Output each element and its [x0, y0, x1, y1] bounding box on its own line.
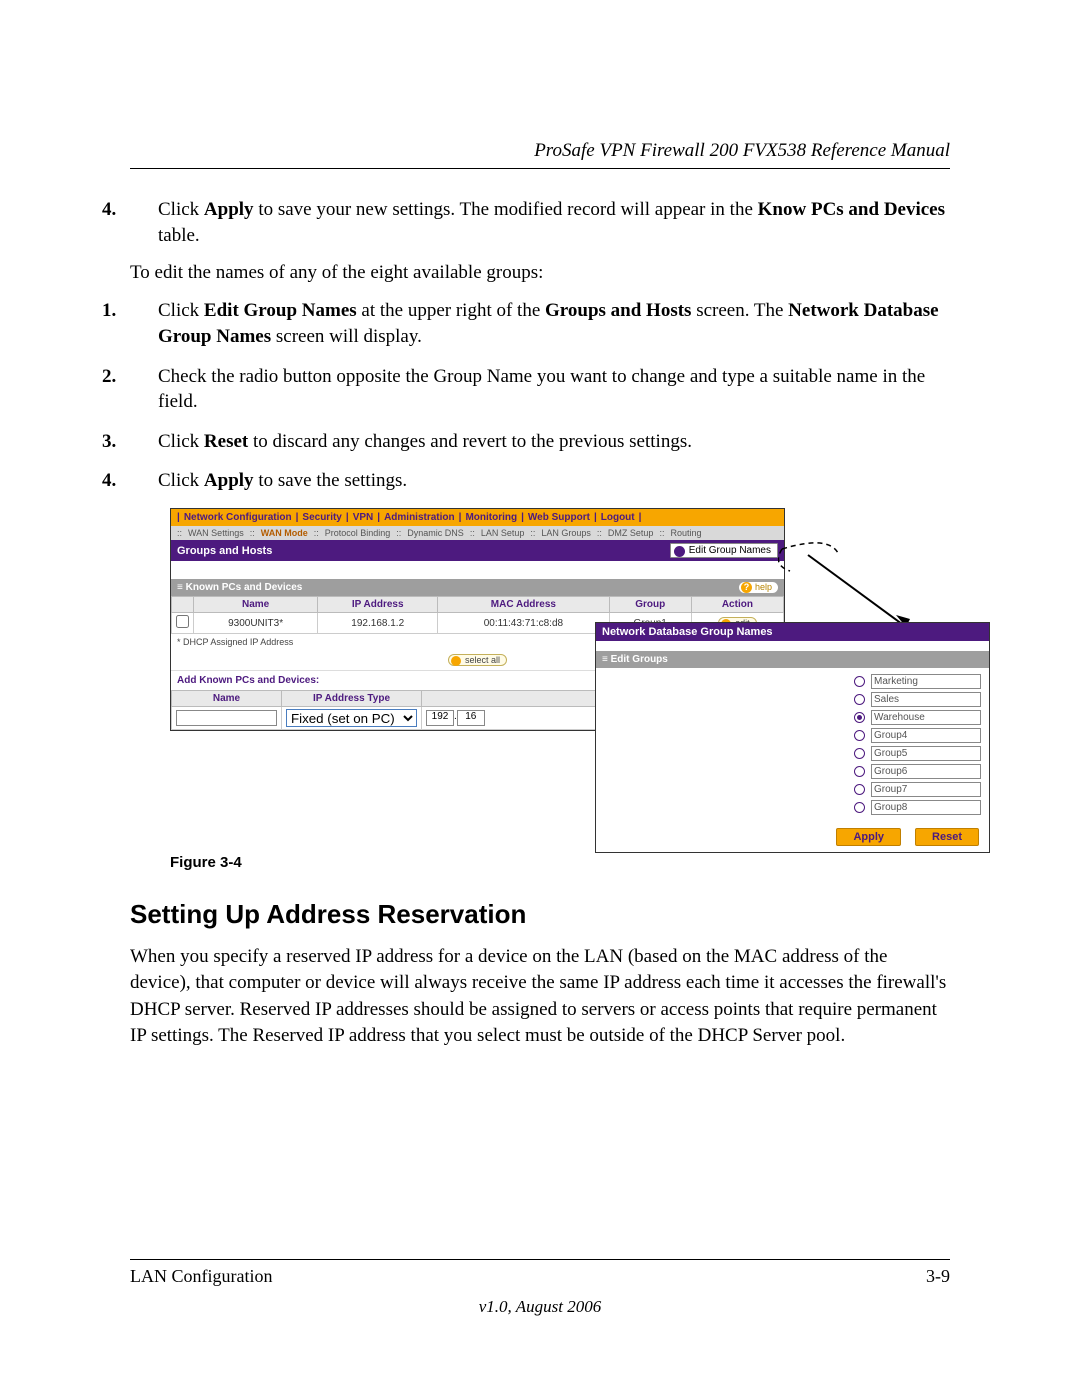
- addcol-iptype: IP Address Type: [282, 691, 422, 707]
- group-name-input[interactable]: [871, 710, 981, 725]
- group-radio[interactable]: [854, 694, 865, 705]
- section-heading: Setting Up Address Reservation: [130, 899, 950, 930]
- reset-button[interactable]: Reset: [915, 828, 979, 846]
- group-names-window: Network Database Group Names ≡ Edit Grou…: [595, 622, 990, 853]
- known-pcs-title: ≡ Known PCs and Devices: [177, 582, 302, 593]
- apply-button[interactable]: Apply: [836, 828, 901, 846]
- page-footer: LAN Configuration 3-9 v1.0, August 2006: [130, 1259, 950, 1317]
- step-1: 1.Click Edit Group Names at the upper ri…: [130, 298, 950, 349]
- panel-title: Groups and Hosts: [177, 545, 272, 557]
- addcol-name: Name: [172, 691, 282, 707]
- group-name-input[interactable]: [871, 800, 981, 815]
- tab-websupport[interactable]: Web Support: [528, 512, 590, 523]
- step-4: 4.Click Apply to save the settings.: [130, 468, 950, 494]
- subtab-routing[interactable]: Routing: [670, 528, 701, 538]
- select-all-button[interactable]: select all: [448, 654, 507, 666]
- group-name-input[interactable]: [871, 692, 981, 707]
- group-radio[interactable]: [854, 748, 865, 759]
- subtab-dynamic-dns[interactable]: Dynamic DNS: [407, 528, 464, 538]
- overlay-title: Network Database Group Names: [602, 626, 773, 638]
- col-group: Group: [609, 597, 691, 613]
- group-radio[interactable]: [854, 784, 865, 795]
- subtab-wan-settings[interactable]: WAN Settings: [188, 528, 244, 538]
- group-row: [604, 800, 981, 815]
- col-action: Action: [691, 597, 783, 613]
- tab-logout[interactable]: Logout: [601, 512, 635, 523]
- subtab-protocol-binding[interactable]: Protocol Binding: [325, 528, 391, 538]
- subtab-wan-mode[interactable]: WAN Mode: [261, 528, 308, 538]
- cell-ip: 192.168.1.2: [318, 613, 438, 634]
- tab-security[interactable]: Security: [302, 512, 341, 523]
- group-name-input[interactable]: [871, 746, 981, 761]
- row-checkbox[interactable]: [176, 615, 189, 628]
- col-mac: MAC Address: [438, 597, 609, 613]
- ip-octet-1[interactable]: 192: [426, 710, 454, 726]
- group-name-input[interactable]: [871, 764, 981, 779]
- group-radio[interactable]: [854, 730, 865, 741]
- edit-groups-title: ≡ Edit Groups: [602, 654, 668, 665]
- cell-mac: 00:11:43:71:c8:d8: [438, 613, 609, 634]
- group-radio[interactable]: [854, 712, 865, 723]
- subtab-lan-groups[interactable]: LAN Groups: [541, 528, 591, 538]
- footer-version: v1.0, August 2006: [130, 1297, 950, 1317]
- edit-group-names-button[interactable]: Edit Group Names: [670, 543, 778, 558]
- group-row: [604, 692, 981, 707]
- sub-tabs: :: WAN Settings:: WAN Mode:: Protocol Bi…: [171, 526, 784, 540]
- group-row: [604, 674, 981, 689]
- group-radio[interactable]: [854, 766, 865, 777]
- step-2: 2.Check the radio button opposite the Gr…: [130, 364, 950, 415]
- group-name-input[interactable]: [871, 782, 981, 797]
- lead-text: To edit the names of any of the eight av…: [130, 262, 950, 284]
- running-header: ProSafe VPN Firewall 200 FVX538 Referenc…: [130, 140, 950, 169]
- group-radio[interactable]: [854, 802, 865, 813]
- section-body: When you specify a reserved IP address f…: [130, 944, 950, 1049]
- figure-screenshot: | Network Configuration| Security| VPN| …: [170, 508, 990, 848]
- group-row: [604, 746, 981, 761]
- subtab-dmz[interactable]: DMZ Setup: [608, 528, 654, 538]
- tab-network[interactable]: Network Configuration: [184, 512, 292, 523]
- group-row: [604, 764, 981, 779]
- footer-left: LAN Configuration: [130, 1266, 272, 1287]
- group-row: [604, 782, 981, 797]
- col-ip: IP Address: [318, 597, 438, 613]
- add-name-input[interactable]: [176, 710, 277, 726]
- tab-vpn[interactable]: VPN: [353, 512, 374, 523]
- cell-name: 9300UNIT3*: [194, 613, 318, 634]
- tab-admin[interactable]: Administration: [384, 512, 455, 523]
- group-row: [604, 710, 981, 725]
- main-tabs: | Network Configuration| Security| VPN| …: [171, 509, 784, 526]
- subtab-lan-setup[interactable]: LAN Setup: [481, 528, 525, 538]
- group-name-input[interactable]: [871, 674, 981, 689]
- add-iptype-select[interactable]: Fixed (set on PC): [286, 709, 417, 727]
- group-radio[interactable]: [854, 676, 865, 687]
- tab-monitoring[interactable]: Monitoring: [465, 512, 517, 523]
- help-button[interactable]: help: [739, 582, 778, 593]
- ip-octet-2[interactable]: 16: [457, 710, 485, 726]
- col-name: Name: [194, 597, 318, 613]
- step-3: 3.Click Reset to discard any changes and…: [130, 429, 950, 455]
- figure-caption: Figure 3-4: [170, 854, 950, 871]
- group-row: [604, 728, 981, 743]
- group-name-input[interactable]: [871, 728, 981, 743]
- footer-right: 3-9: [926, 1266, 950, 1287]
- preceding-step: 4.Click Apply to save your new settings.…: [130, 197, 950, 248]
- group-list: [596, 668, 989, 822]
